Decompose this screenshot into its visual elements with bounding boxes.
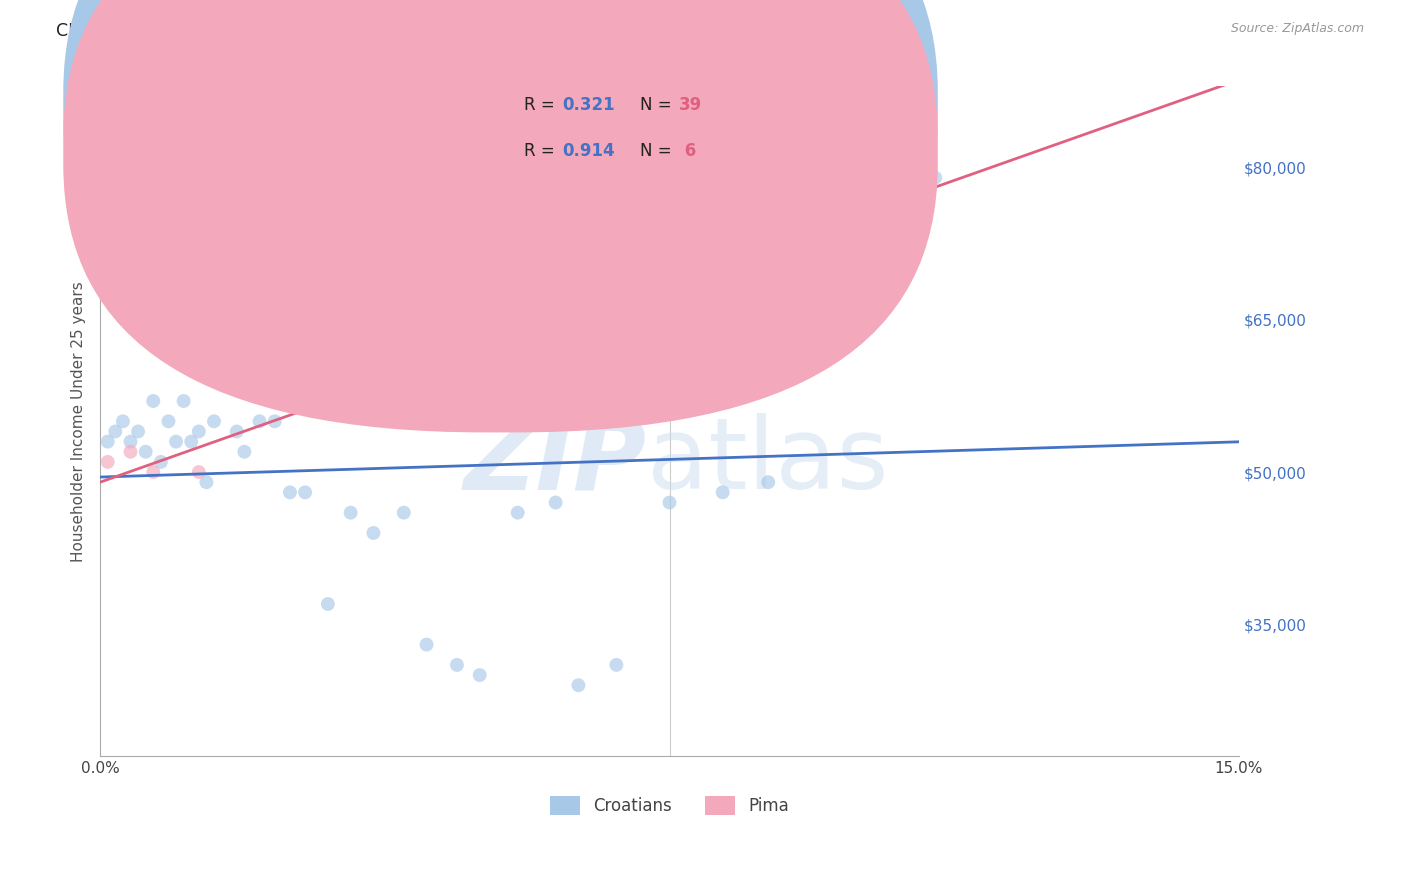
Text: CROATIAN VS PIMA HOUSEHOLDER INCOME UNDER 25 YEARS CORRELATION CHART: CROATIAN VS PIMA HOUSEHOLDER INCOME UNDE… bbox=[56, 22, 789, 40]
Point bbox=[195, 475, 218, 490]
Point bbox=[97, 434, 120, 449]
Text: 39: 39 bbox=[679, 96, 703, 114]
Point bbox=[202, 414, 225, 428]
Point bbox=[544, 495, 567, 509]
Y-axis label: Householder Income Under 25 years: Householder Income Under 25 years bbox=[72, 281, 86, 562]
Point bbox=[127, 425, 149, 439]
Point bbox=[225, 425, 247, 439]
Point bbox=[135, 444, 157, 458]
Point bbox=[468, 668, 491, 682]
Point bbox=[711, 485, 734, 500]
Text: R =: R = bbox=[524, 142, 561, 160]
Point bbox=[263, 414, 285, 428]
Point bbox=[278, 485, 301, 500]
Point bbox=[658, 495, 681, 509]
Text: 0.321: 0.321 bbox=[562, 96, 614, 114]
Point bbox=[120, 434, 142, 449]
Text: Source: ZipAtlas.com: Source: ZipAtlas.com bbox=[1230, 22, 1364, 36]
Point bbox=[165, 434, 187, 449]
Point bbox=[180, 434, 202, 449]
Point bbox=[363, 525, 385, 540]
Point bbox=[863, 181, 886, 195]
Point bbox=[294, 485, 316, 500]
Point bbox=[506, 506, 529, 520]
Point bbox=[567, 678, 589, 692]
Point bbox=[104, 425, 127, 439]
Point bbox=[567, 333, 589, 347]
Point bbox=[233, 444, 256, 458]
Point bbox=[149, 455, 172, 469]
Point bbox=[142, 394, 165, 409]
Point bbox=[810, 313, 832, 327]
Point bbox=[756, 475, 779, 490]
Point bbox=[173, 394, 195, 409]
Text: N =: N = bbox=[640, 142, 676, 160]
Text: N =: N = bbox=[640, 96, 676, 114]
Text: ZIP: ZIP bbox=[464, 413, 647, 510]
Point bbox=[339, 506, 361, 520]
Point bbox=[605, 657, 627, 672]
Point bbox=[157, 414, 180, 428]
Point bbox=[111, 414, 134, 428]
Point bbox=[97, 455, 120, 469]
Point bbox=[120, 444, 142, 458]
Point bbox=[316, 597, 339, 611]
Point bbox=[446, 657, 468, 672]
Text: 0.914: 0.914 bbox=[562, 142, 614, 160]
Point bbox=[742, 221, 765, 235]
Point bbox=[142, 465, 165, 479]
Text: 6: 6 bbox=[679, 142, 696, 160]
Point bbox=[187, 465, 209, 479]
Point bbox=[392, 506, 415, 520]
Point bbox=[211, 374, 233, 388]
Point bbox=[187, 425, 209, 439]
Point bbox=[249, 414, 271, 428]
Point bbox=[415, 638, 437, 652]
Text: atlas: atlas bbox=[647, 413, 889, 510]
Text: R =: R = bbox=[524, 96, 561, 114]
Point bbox=[924, 170, 946, 185]
Legend: Croatians, Pima: Croatians, Pima bbox=[543, 789, 796, 822]
